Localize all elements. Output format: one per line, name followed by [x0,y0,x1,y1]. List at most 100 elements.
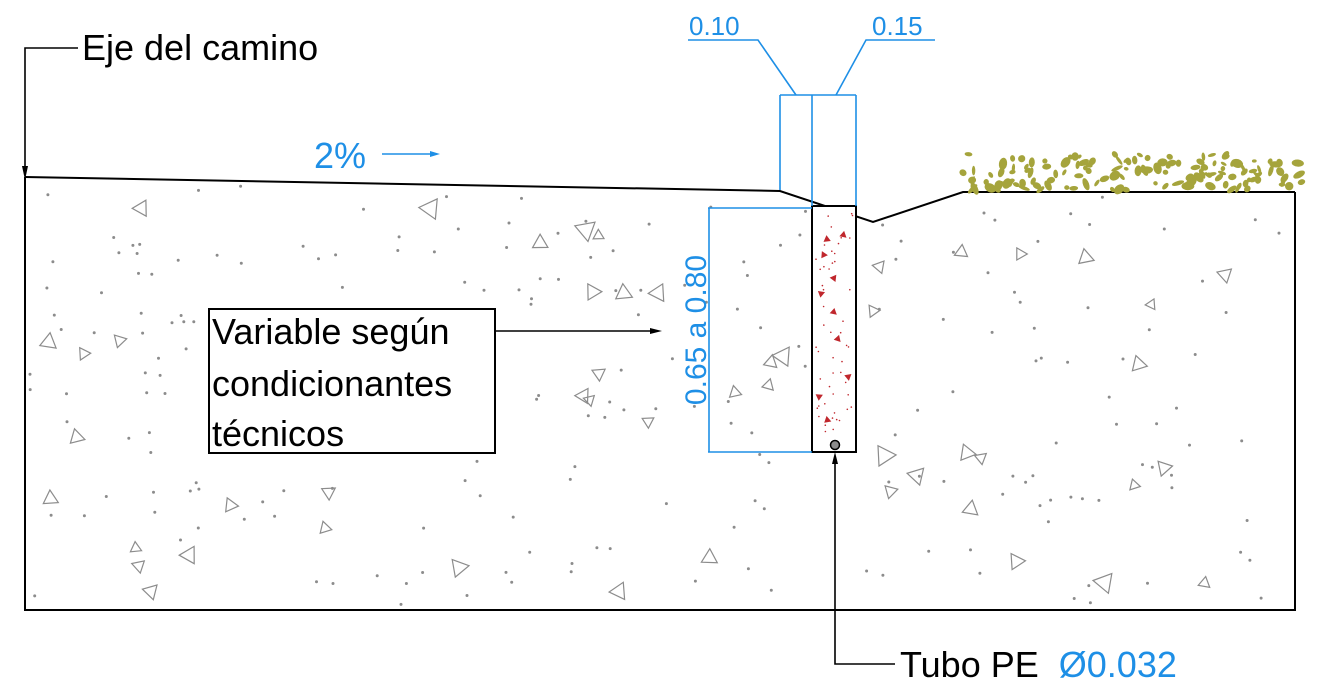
grass-tuft [1201,152,1206,161]
grass-tuft [1109,170,1121,181]
pipe-type: Tubo PE [900,644,1039,685]
hatch-triangle [1215,268,1233,285]
grass-tuft [1121,186,1130,193]
hatch-dot [170,321,174,325]
hatch-dot [261,500,265,504]
hatch-dot [46,193,50,197]
grass-tuft [1144,154,1151,162]
hatch-triangle [614,282,634,300]
hatch-dot [849,237,851,239]
hatch-dot [726,400,730,404]
hatch-dot [1145,581,1149,585]
soil-hatch [28,184,1281,606]
hatch-dot [664,502,668,506]
hatch-dot [584,219,588,223]
hatch-dot [1087,584,1091,588]
grass-tuft [1032,182,1042,190]
hatch-dot [824,403,826,405]
hatch-dot [182,320,186,324]
grass-tuft [1166,153,1173,160]
hatch-triangle [884,485,899,500]
hatch-dot [478,494,482,498]
grass-tuft [1071,152,1079,161]
hatch-triangle [647,282,665,303]
hatch-triangle [69,427,87,445]
grass-tuft [1077,154,1082,159]
grass-tuft [1243,185,1251,193]
hatch-triangle [451,558,471,579]
hatch-dot [196,526,200,530]
hatch-dot [535,397,539,401]
grass-tuft [1078,158,1089,167]
grass-tuft [1030,177,1036,185]
grass-vegetation [959,151,1306,195]
hatch-dot [824,424,827,427]
hatch-dot [569,570,573,574]
hatch-triangle [320,487,337,502]
hatch-dot [104,495,108,499]
grass-tuft [968,176,977,184]
hatch-dot [537,394,541,398]
hatch-dot [1259,596,1263,600]
hatch-triangle [131,199,147,218]
hatch-dot [622,408,626,412]
hatch-dot [968,548,972,552]
grass-tuft [1082,178,1090,191]
grass-tuft [1069,185,1079,191]
grass-tuft [1198,169,1206,179]
hatch-dot [331,581,335,585]
hatch-dot [1038,504,1042,508]
hatch-dot [179,314,183,318]
hatch-dot [141,331,145,335]
hatch-triangle [590,368,607,383]
hatch-triangle [817,290,826,298]
hatch-dot [881,223,885,227]
hatch-dot [819,378,822,380]
grass-tuft [1024,163,1029,170]
grass-tuft [1111,165,1123,172]
grass-tuft [971,165,976,176]
hatch-dot [52,313,56,317]
hatch-dot [586,414,590,418]
hatch-triangle [760,377,775,391]
grass-tuft [1027,167,1034,179]
hatch-dot [835,418,838,421]
hatch-triangle [829,274,837,282]
hatch-triangle [953,243,969,258]
hatch-dot [197,487,201,491]
hatch-dot [82,514,86,518]
hatch-dot [990,330,994,334]
hatch-triangle [905,467,925,487]
hatch-dot [683,283,687,287]
hatch-dot [137,271,141,275]
hatch-triangle [1077,247,1096,265]
grass-tuft [1253,171,1260,177]
hatch-dot [176,258,180,262]
hatch-dot [769,588,773,592]
hatch-dot [1046,520,1050,524]
hatch-dot [619,368,623,372]
hatch-dot [735,307,739,311]
hatch-triangle [587,282,604,302]
hatch-dot [215,253,219,257]
hatch-dot [1001,492,1005,496]
hatch-dot [64,392,68,396]
hatch-dot [839,331,842,334]
grass-tuft [1276,167,1285,176]
hatch-dot [851,214,854,217]
hatch-dot [1277,231,1281,235]
dim-left-width-label: 0.10 [689,11,740,41]
pipe-label: Tubo PE Ø0.032 [900,644,1177,685]
grass-tuft [1205,172,1217,177]
hatch-dot [239,184,243,188]
hatch-dot [1011,474,1015,478]
hatch-triangle [42,488,60,505]
hatch-dot [28,388,32,392]
hatch-triangle [607,581,626,601]
hatch-triangle [815,394,823,401]
grass-tuft [964,152,973,157]
grass-tuft [998,157,1008,170]
grass-tuft [1212,160,1217,167]
hatch-dot [828,268,830,270]
hatch-dot [1088,601,1092,605]
